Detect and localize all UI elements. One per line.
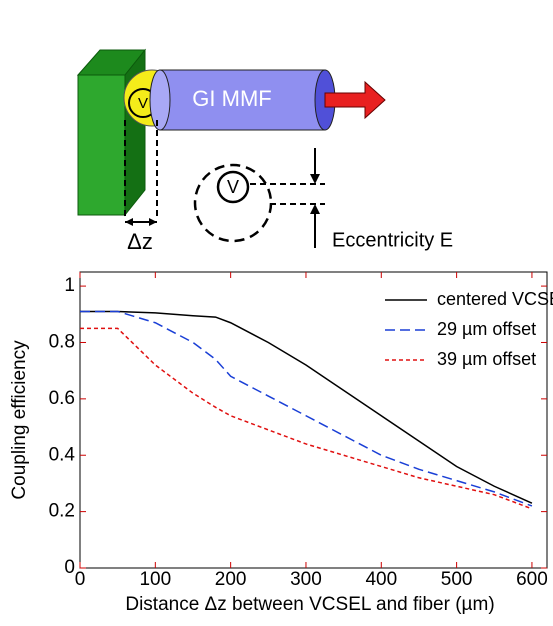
- x-tick-label: 500: [441, 569, 473, 590]
- arrow-head: [125, 218, 133, 226]
- legend-label: 39 µm offset: [437, 349, 536, 369]
- offset-vcsel: [216, 170, 250, 204]
- legend-label: centered VCSEL: [437, 289, 553, 309]
- dz-label: Δz: [127, 229, 153, 254]
- y-tick-label: 0.8: [49, 331, 75, 352]
- series-line: [80, 327, 533, 510]
- source-label: V: [138, 95, 148, 112]
- mount-front: [77, 74, 126, 216]
- arrow-head: [310, 204, 320, 214]
- x-tick-label: 400: [365, 569, 397, 590]
- y-tick-label: 0.2: [49, 501, 75, 522]
- fiber-label: GI MMF: [192, 86, 271, 111]
- series-line: [80, 310, 533, 504]
- y-tick-label: 0.6: [49, 388, 75, 409]
- y-tick-label: 1: [64, 275, 75, 296]
- arrow-head: [310, 174, 320, 184]
- x-tick-label: 100: [139, 569, 171, 590]
- legend-label: 29 µm offset: [437, 319, 536, 339]
- plot-frame: [79, 271, 548, 569]
- y-tick-label: 0.4: [49, 444, 76, 465]
- arrow-head: [149, 218, 157, 226]
- y-axis-label: Coupling efficiency: [9, 340, 30, 500]
- offset-source-label: V: [227, 177, 239, 197]
- x-tick-label: 200: [215, 569, 247, 590]
- output-arrow: [324, 80, 386, 120]
- eccentricity-label: Eccentricity E: [332, 229, 453, 251]
- x-axis-label: Distance Δz between VCSEL and fiber (µm): [125, 594, 494, 615]
- fiber-end: [149, 69, 171, 131]
- y-tick-label: 0: [64, 557, 75, 578]
- setup-diagram: GI MMF V Δz V Eccentricity E: [76, 48, 453, 254]
- x-tick-label: 600: [516, 569, 548, 590]
- x-tick-label: 300: [290, 569, 322, 590]
- fiber-body: [159, 69, 326, 131]
- series-line: [80, 310, 533, 507]
- x-tick-label: 0: [75, 569, 86, 590]
